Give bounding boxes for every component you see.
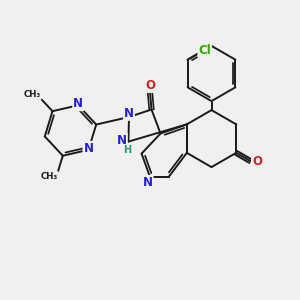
Text: N: N [142, 176, 153, 189]
Text: N: N [117, 134, 127, 147]
Text: CH₃: CH₃ [24, 90, 41, 99]
Text: N: N [83, 142, 94, 155]
Text: H: H [123, 145, 131, 155]
Text: O: O [145, 79, 155, 92]
Text: N: N [124, 107, 134, 120]
Text: O: O [252, 154, 262, 168]
Text: Cl: Cl [198, 44, 211, 57]
Text: CH₃: CH₃ [41, 172, 58, 181]
Text: N: N [73, 97, 83, 110]
